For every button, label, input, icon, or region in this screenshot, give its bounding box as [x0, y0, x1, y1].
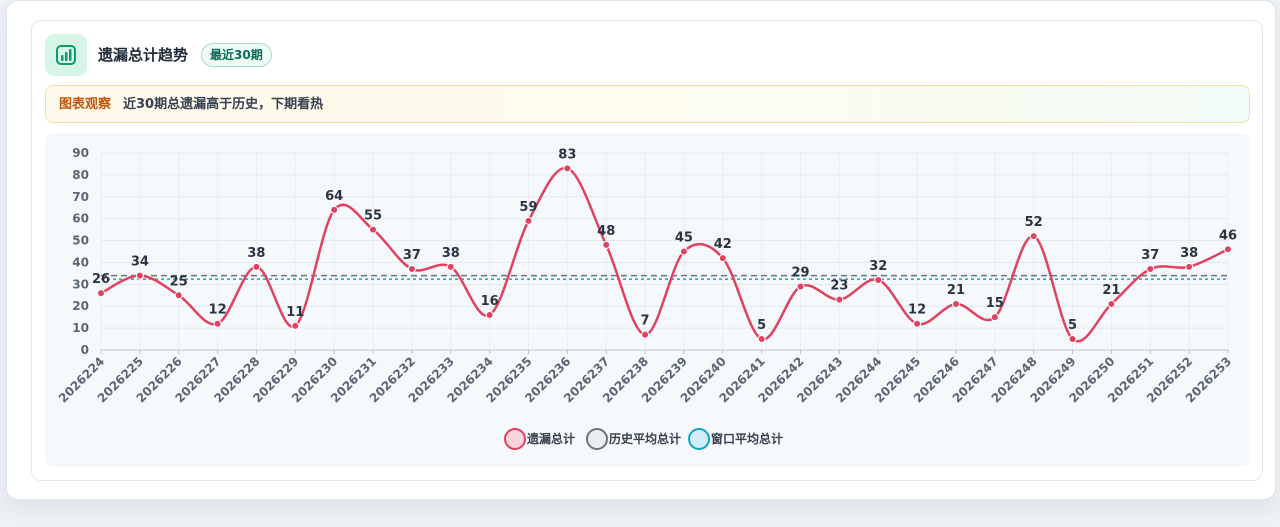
data-point	[1185, 262, 1194, 271]
chart-panel: 0 10 20 30 40 50 60 70 80 90 2026224 2026225 2026226…	[45, 133, 1250, 467]
data-label: 59	[519, 200, 537, 215]
data-label: 38	[442, 246, 460, 261]
data-point	[369, 225, 378, 234]
data-point	[97, 289, 105, 298]
data-point	[1224, 245, 1232, 254]
observation-label: 图表观察	[59, 97, 112, 112]
data-point	[446, 262, 455, 271]
data-point	[913, 319, 922, 328]
data-point	[407, 265, 416, 274]
data-point	[174, 291, 183, 300]
data-point	[796, 282, 805, 291]
data-label: 26	[92, 272, 110, 287]
data-point	[291, 321, 300, 330]
data-label: 52	[1025, 215, 1043, 230]
data-label: 45	[675, 231, 693, 246]
page-frame: 遗漏总计趋势 最近30期 图表观察 近30期总遗漏高于历史，下期看热 0 10 20…	[6, 0, 1276, 500]
bar-chart-icon	[45, 34, 87, 76]
data-point	[213, 319, 222, 328]
data-point	[718, 254, 727, 263]
data-label: 83	[558, 147, 576, 162]
data-point	[524, 216, 533, 225]
data-label: 46	[1219, 228, 1237, 243]
data-point	[485, 310, 494, 319]
data-label: 23	[830, 279, 848, 294]
data-label: 42	[714, 237, 732, 252]
data-label: 7	[641, 314, 650, 329]
data-label: 25	[170, 274, 188, 289]
trend-line-chart: 0102030405060708090202622420262252026226…	[56, 146, 1237, 450]
data-label: 5	[757, 318, 766, 333]
y-tick-label: 20	[72, 299, 89, 313]
y-tick-label: 50	[72, 234, 89, 248]
data-label: 38	[1180, 246, 1198, 261]
data-point	[1107, 300, 1116, 309]
data-label: 55	[364, 209, 382, 224]
data-point	[874, 275, 883, 284]
legend-item-omission-total-marker	[504, 428, 526, 450]
trend-card: 遗漏总计趋势 最近30期 图表观察 近30期总遗漏高于历史，下期看热 0 10 20…	[31, 20, 1263, 481]
data-point	[563, 164, 572, 173]
data-point	[641, 330, 650, 339]
data-label: 21	[1102, 283, 1120, 298]
y-tick-label: 60	[72, 212, 89, 226]
data-point	[602, 240, 611, 249]
data-point	[330, 205, 339, 214]
y-tick-label: 80	[72, 168, 89, 182]
data-point	[1068, 335, 1077, 344]
data-label: 38	[247, 246, 265, 261]
y-tick-label: 0	[81, 343, 89, 357]
y-tick-label: 40	[72, 255, 89, 269]
legend-item-history-average-label: 历史平均总计	[609, 431, 681, 446]
legend-item-window-average-marker	[688, 428, 710, 450]
card-title: 遗漏总计趋势	[98, 46, 189, 64]
data-label: 37	[403, 248, 421, 263]
data-point	[990, 313, 999, 322]
data-label: 11	[286, 305, 304, 320]
data-label: 5	[1068, 318, 1077, 333]
legend-item-omission-total-label: 遗漏总计	[526, 431, 575, 446]
data-label: 12	[209, 303, 227, 318]
y-tick-label: 90	[72, 146, 89, 160]
data-label: 29	[791, 266, 809, 281]
chart-observation-banner: 图表观察 近30期总遗漏高于历史，下期看热	[45, 85, 1250, 123]
data-label: 64	[325, 189, 343, 204]
legend-item-window-average-label: 窗口平均总计	[711, 431, 783, 446]
data-label: 34	[131, 255, 149, 270]
data-label: 12	[908, 303, 926, 318]
y-tick-label: 30	[72, 277, 89, 291]
y-tick-label: 70	[72, 190, 89, 204]
data-point	[1029, 232, 1038, 241]
legend-item-history-average-marker	[586, 428, 608, 450]
data-point	[951, 300, 960, 309]
data-point	[1146, 265, 1155, 274]
data-label: 16	[481, 294, 499, 309]
data-point	[835, 295, 844, 304]
data-label: 32	[869, 259, 887, 274]
data-label: 37	[1141, 248, 1159, 263]
data-point	[252, 262, 261, 271]
series-line-omission-total	[100, 167, 1229, 343]
data-point	[757, 335, 766, 344]
data-point	[135, 271, 144, 280]
y-tick-label: 10	[72, 321, 89, 335]
data-label: 15	[986, 296, 1004, 311]
period-badge: 最近30期	[201, 43, 272, 67]
data-label: 48	[597, 224, 615, 239]
data-label: 21	[947, 283, 965, 298]
observation-text: 近30期总遗漏高于历史，下期看热	[123, 97, 324, 112]
data-point	[679, 247, 688, 256]
